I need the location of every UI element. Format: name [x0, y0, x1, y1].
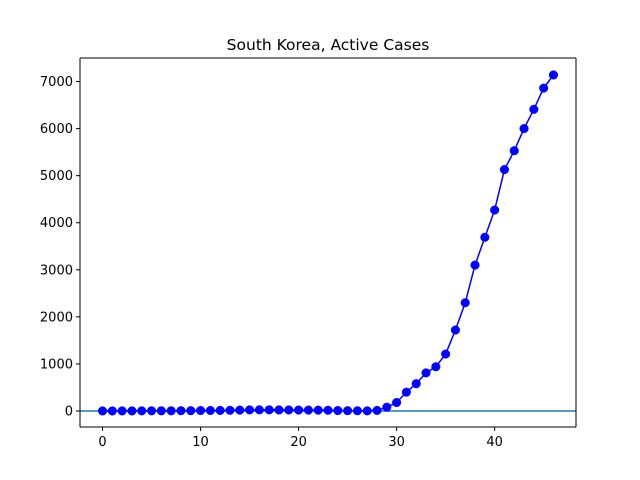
y-tick-label: 7000 — [40, 75, 73, 90]
data-point — [499, 164, 509, 175]
data-point — [343, 406, 353, 416]
data-point — [548, 70, 559, 80]
data-point — [264, 405, 274, 415]
y-tick-label: 6000 — [40, 122, 73, 137]
x-tick-label: 10 — [192, 435, 209, 450]
data-point — [392, 397, 402, 408]
y-axis-ticks: 0 1000 2000 3000 4000 5000 6000 7000 — [40, 75, 80, 419]
data-point — [303, 405, 313, 415]
y-tick-label: 3000 — [40, 263, 73, 278]
data-point — [460, 298, 470, 308]
y-tick-label: 2000 — [40, 310, 73, 325]
data-point — [284, 405, 294, 415]
x-tick-label: 20 — [290, 435, 307, 450]
series-layer — [97, 70, 559, 416]
data-point — [470, 260, 480, 270]
data-point — [235, 405, 245, 415]
y-tick-label: 0 — [65, 404, 73, 419]
chart-title: South Korea, Active Cases — [227, 36, 430, 54]
plot-area — [80, 58, 576, 427]
data-point — [333, 405, 343, 416]
data-point — [215, 405, 225, 415]
data-point — [372, 405, 382, 415]
axes-layer — [79, 57, 577, 428]
y-tick-label: 4000 — [40, 216, 73, 231]
data-point — [166, 406, 176, 416]
data-point — [539, 83, 549, 93]
data-point — [186, 406, 196, 416]
x-axis-ticks: 0 10 20 30 40 — [98, 427, 503, 450]
data-point — [323, 405, 333, 415]
data-point — [97, 406, 108, 416]
data-point — [490, 205, 500, 215]
data-point — [401, 387, 411, 397]
data-point — [205, 405, 215, 416]
data-point — [225, 405, 235, 415]
y-tick-label: 5000 — [40, 169, 73, 184]
data-point — [431, 362, 441, 372]
data-point — [294, 405, 304, 415]
data-point — [411, 379, 421, 389]
data-point — [254, 405, 264, 415]
data-point — [362, 406, 372, 416]
data-point — [450, 325, 460, 335]
data-point — [137, 406, 147, 416]
data-point — [196, 405, 206, 416]
x-tick-label: 40 — [486, 435, 503, 450]
data-point — [313, 405, 323, 415]
data-point — [382, 402, 392, 412]
data-point — [117, 406, 127, 416]
x-tick-label: 0 — [98, 435, 106, 450]
data-point — [274, 405, 284, 415]
data-point — [245, 405, 255, 415]
data-point — [519, 124, 529, 134]
x-tick-label: 30 — [388, 435, 405, 450]
data-point — [480, 232, 490, 242]
data-point — [156, 406, 166, 416]
data-point — [509, 146, 519, 156]
data-point — [147, 406, 157, 416]
data-point — [176, 406, 186, 416]
data-point — [529, 104, 539, 114]
data-point — [352, 406, 362, 416]
data-point — [127, 406, 137, 416]
data-point — [441, 349, 451, 359]
data-point — [421, 368, 431, 378]
data-point — [107, 406, 117, 416]
y-tick-label: 1000 — [40, 357, 73, 372]
